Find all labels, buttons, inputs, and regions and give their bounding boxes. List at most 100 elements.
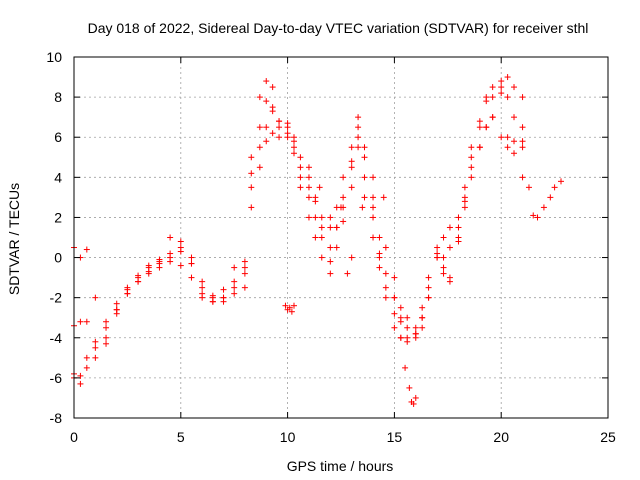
data-point: [455, 238, 462, 245]
data-point: [248, 184, 255, 191]
data-point: [297, 164, 304, 171]
data-point: [406, 384, 413, 391]
data-point: [519, 174, 526, 181]
data-point: [348, 254, 355, 261]
data-point: [397, 334, 404, 341]
data-point: [410, 400, 417, 407]
data-point: [504, 74, 511, 81]
plot-frame: [73, 56, 609, 419]
data-point: [380, 194, 387, 201]
data-point: [156, 264, 163, 271]
data-point: [297, 174, 304, 181]
data-point: [498, 90, 505, 97]
data-point: [241, 284, 248, 291]
data-point: [135, 278, 142, 285]
data-point: [397, 304, 404, 311]
data-point: [291, 150, 298, 157]
data-point: [305, 164, 312, 171]
data-point: [412, 394, 419, 401]
data-point: [404, 334, 411, 341]
data-point: [348, 184, 355, 191]
data-points: [71, 74, 565, 407]
data-point: [77, 380, 84, 387]
data-point: [370, 234, 377, 241]
data-point: [540, 204, 547, 211]
data-point: [305, 214, 312, 221]
y-tick-label: -4: [50, 330, 63, 346]
data-point: [498, 78, 505, 85]
data-point: [167, 234, 174, 241]
data-point: [77, 372, 84, 379]
data-point: [370, 194, 377, 201]
data-point: [92, 338, 99, 345]
data-point: [404, 324, 411, 331]
data-point: [511, 114, 518, 121]
data-point: [440, 270, 447, 277]
data-point: [188, 274, 195, 281]
data-point: [468, 174, 475, 181]
data-point: [318, 224, 325, 231]
data-point: [519, 144, 526, 151]
data-point: [468, 144, 475, 151]
data-point: [135, 272, 142, 279]
data-point: [489, 84, 496, 91]
data-point: [167, 258, 174, 265]
data-point: [263, 138, 270, 145]
data-point: [348, 164, 355, 171]
y-axis-ticks: -8 -6 -4 -2 0 2 4 6 8 10: [46, 49, 608, 426]
data-point: [361, 144, 368, 151]
chart-title: Day 018 of 2022, Sidereal Day-to-day VTE…: [88, 20, 589, 36]
data-point: [504, 144, 511, 151]
data-point: [446, 224, 453, 231]
data-point: [519, 138, 526, 145]
data-point: [177, 238, 184, 245]
data-point: [370, 174, 377, 181]
data-point: [276, 118, 283, 125]
data-point: [455, 224, 462, 231]
data-point: [103, 318, 110, 325]
data-point: [188, 260, 195, 267]
x-tick-label: 0: [70, 429, 78, 445]
data-point: [312, 198, 319, 205]
x-tick-label: 10: [280, 429, 296, 445]
data-point: [355, 114, 362, 121]
data-point: [498, 134, 505, 141]
data-point: [241, 270, 248, 277]
data-point: [231, 278, 238, 285]
data-point: [440, 264, 447, 271]
data-point: [425, 284, 432, 291]
x-tick-label: 5: [177, 429, 185, 445]
data-point: [291, 302, 298, 309]
data-point: [412, 330, 419, 337]
x-tick-label: 15: [387, 429, 403, 445]
x-axis-ticks: 0 5 10 15 20 25: [70, 57, 616, 445]
data-point: [92, 294, 99, 301]
data-point: [382, 244, 389, 251]
data-point: [419, 324, 426, 331]
y-tick-label: -8: [50, 410, 63, 426]
data-point: [370, 214, 377, 221]
data-point: [382, 294, 389, 301]
data-point: [476, 124, 483, 131]
data-point: [440, 254, 447, 261]
data-point: [83, 354, 90, 361]
data-point: [276, 124, 283, 131]
x-tick-label: 20: [493, 429, 509, 445]
data-point: [77, 318, 84, 325]
data-point: [476, 144, 483, 151]
y-tick-label: -2: [50, 290, 63, 306]
data-point: [440, 234, 447, 241]
y-tick-label: 10: [46, 49, 62, 65]
data-point: [483, 98, 490, 105]
y-axis-label: SDTVAR / TECUs: [6, 183, 22, 295]
data-point: [263, 124, 270, 131]
data-point: [103, 324, 110, 331]
data-point: [361, 194, 368, 201]
data-point: [231, 290, 238, 297]
data-point: [382, 284, 389, 291]
data-point: [199, 294, 206, 301]
data-point: [361, 174, 368, 181]
data-point: [397, 314, 404, 321]
data-point: [103, 334, 110, 341]
data-point: [83, 246, 90, 253]
